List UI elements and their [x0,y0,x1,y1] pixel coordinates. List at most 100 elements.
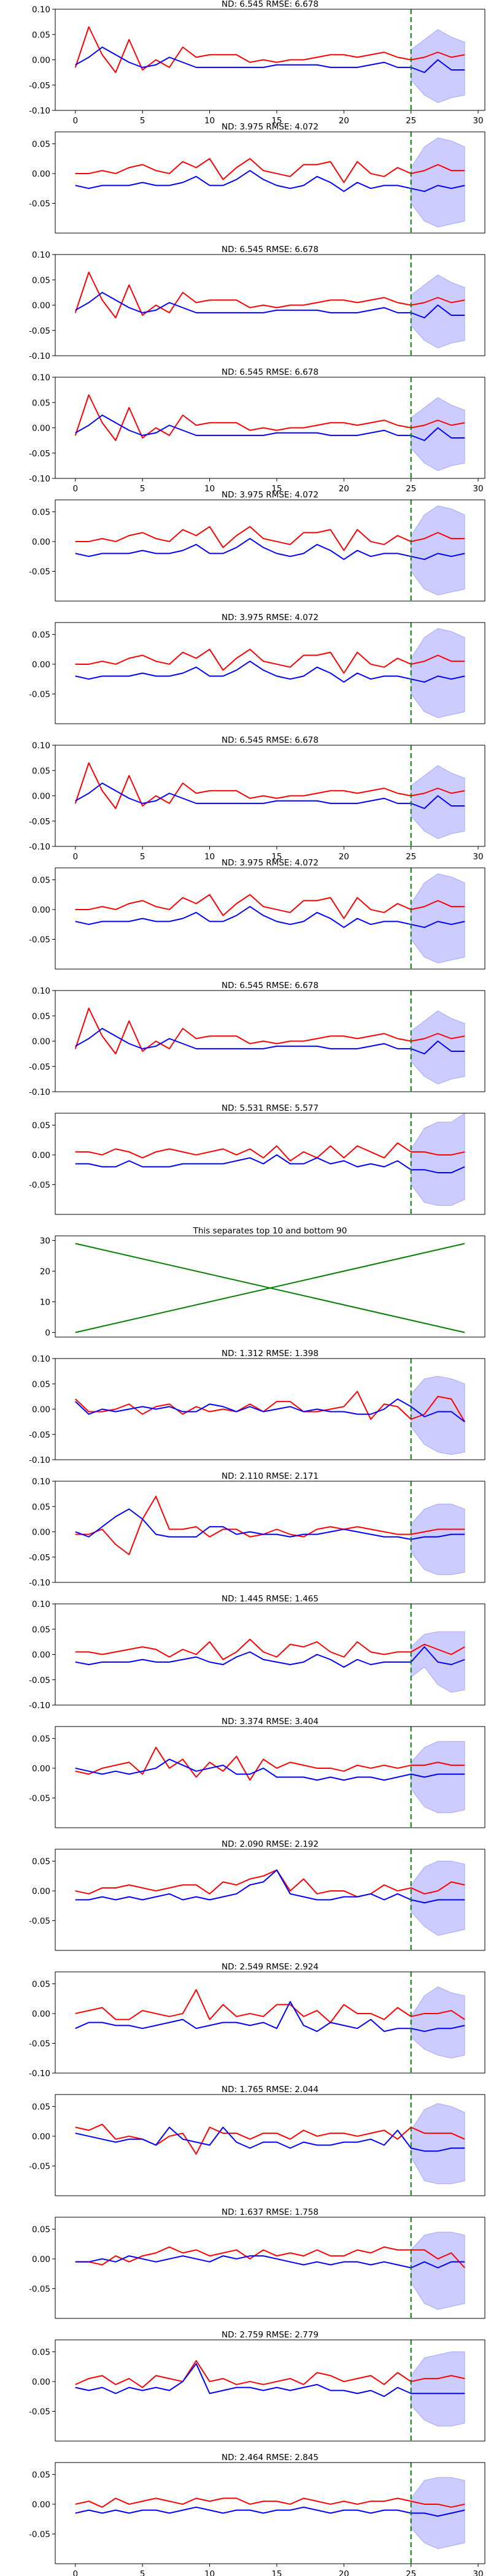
chart-title: ND: 6.545 RMSE: 6.678 [222,981,319,991]
y-tick-label: 0 [45,1328,50,1338]
actual-series-line [74,394,465,442]
actual-series-line [75,2497,465,2508]
chart-title: ND: 1.765 RMSE: 2.044 [222,2085,319,2095]
x-tick-label: 20 [339,852,349,862]
y-tick-label: 0.05 [32,1625,50,1635]
axes-frame [55,622,485,724]
y-tick-label: -0.10 [29,474,50,484]
y-tick-label: -0.05 [29,567,50,577]
y-tick-label: -0.05 [29,1062,50,1072]
y-tick-label: 0.10 [32,5,50,15]
x-tick-label: 5 [140,116,145,126]
x-tick-label: 0 [73,2569,79,2576]
actual-series-line [75,1390,466,1422]
x-tick-label: 0 [73,852,79,862]
y-tick-label: -0.05 [29,1916,50,1926]
cross-line [75,1243,465,1333]
axes-frame [55,1113,485,1215]
chart-title: ND: 6.545 RMSE: 6.678 [222,367,319,377]
x-tick-label: 10 [204,2569,215,2576]
chart-title: ND: 2.090 RMSE: 2.192 [222,1839,319,1849]
predicted-series-line [75,2506,465,2517]
chart-title: ND: 3.975 RMSE: 4.072 [222,490,319,500]
y-tick-label: 0.00 [32,792,50,802]
axes-frame [55,131,485,234]
uncertainty-band [411,1503,465,1576]
y-tick-label: 0.05 [32,766,50,776]
uncertainty-band [411,628,465,718]
x-tick-label: 25 [406,484,416,494]
chart-panel: -0.10 -0.05 0.00 0.05 0.10 0 5 10 15 20 25 30 ND: 6.… [29,0,485,126]
y-tick-label: -0.05 [29,1430,50,1440]
axes-frame [55,1726,485,1828]
y-tick-label: 0.00 [32,660,50,670]
predicted-series-line [75,2001,465,2033]
chart-panel: -0.05 0.00 0.05 ND: 3.975 RMSE: 4.072 [29,122,485,234]
x-tick-label: 5 [140,484,145,494]
y-tick-label: -0.05 [29,2529,50,2539]
chart-panel: -0.10 -0.05 0.00 0.05 0.10 ND: 1.445 RMSE: 1.… [29,1594,485,1711]
chart-title: ND: 3.374 RMSE: 3.404 [222,1717,319,1727]
chart-title: ND: 1.637 RMSE: 1.758 [222,2207,319,2217]
y-tick-label: -0.10 [29,2069,50,2079]
uncertainty-band [411,397,465,472]
chart-panel: -0.10 -0.05 0.00 0.05 0.10 ND: 1.312 RMSE: 1.… [29,1349,485,1465]
axes-frame [55,2339,485,2442]
axes-frame [55,2462,485,2564]
x-tick-label: 0 [73,116,79,126]
y-tick-label: 0.05 [32,398,50,408]
predicted-series-line [75,2363,465,2398]
uncertainty-band [411,2351,465,2427]
y-tick-label: -0.10 [29,351,50,361]
chart-title: ND: 2.110 RMSE: 2.171 [222,1471,319,1481]
y-tick-label: -0.05 [29,199,50,209]
y-tick-label: 0.00 [32,1887,50,1896]
y-tick-label: -0.05 [29,1676,50,1685]
y-tick-label: 0.05 [32,30,50,40]
chart-panel: -0.05 0.00 0.05 ND: 3.374 RMSE: 3.404 [29,1717,485,1828]
y-tick-label: 0.00 [32,1151,50,1160]
y-tick-label: -0.05 [29,2039,50,2049]
y-tick-label: 0.00 [32,2009,50,2019]
y-tick-label: -0.10 [29,1087,50,1097]
y-tick-label: -0.10 [29,842,50,852]
y-tick-label: 0.00 [32,1037,50,1047]
y-tick-label: 0.05 [32,630,50,640]
chart-panel: 0 10 20 30 This separates top 10 and bottom … [40,1226,485,1338]
chart-title: ND: 1.312 RMSE: 1.398 [222,1349,319,1359]
predicted-series-line [75,1398,465,1422]
y-tick-label: 0.10 [32,1600,50,1609]
uncertainty-band [411,1986,465,2059]
chart-panel: -0.05 0.00 0.05 ND: 3.975 RMSE: 4.072 [29,858,485,970]
chart-panel: -0.05 0.00 0.05 ND: 1.765 RMSE: 2.044 [29,2085,485,2196]
x-tick-label: 25 [406,116,416,126]
y-tick-label: 0.10 [32,1354,50,1364]
chart-panel: -0.05 0.00 0.05 0 5 10 15 20 25 30 ND: 2.464 RMSE:… [29,2453,485,2576]
y-tick-label: -0.10 [29,1455,50,1465]
y-tick-label: -0.05 [29,449,50,459]
predicted-series-line [75,1154,465,1174]
uncertainty-band [411,873,465,964]
predicted-series-line [75,2126,465,2152]
predicted-series-line [75,1758,465,1781]
predicted-series-line [75,170,465,193]
x-tick-label: 10 [204,116,215,126]
y-tick-label: 0.05 [32,507,50,517]
y-tick-label: -0.05 [29,935,50,945]
chart-panel: -0.05 0.00 0.05 ND: 3.975 RMSE: 4.072 [29,490,485,602]
predicted-series-line [75,414,465,442]
y-tick-label: 0.10 [32,250,50,260]
y-tick-label: 0.00 [32,1764,50,1774]
chart-title: ND: 5.531 RMSE: 5.577 [222,1103,319,1113]
chart-title: ND: 6.545 RMSE: 6.678 [222,245,319,255]
y-tick-label: -0.10 [29,1578,50,1588]
axes-frame [55,1971,485,2074]
x-tick-label: 5 [140,2569,145,2576]
actual-series-line [75,526,465,551]
actual-series-line [75,158,465,183]
y-tick-label: 0.05 [32,1121,50,1130]
y-tick-label: 0.00 [32,1528,50,1538]
actual-series-line [75,1869,465,1898]
y-tick-label: -0.05 [29,689,50,699]
